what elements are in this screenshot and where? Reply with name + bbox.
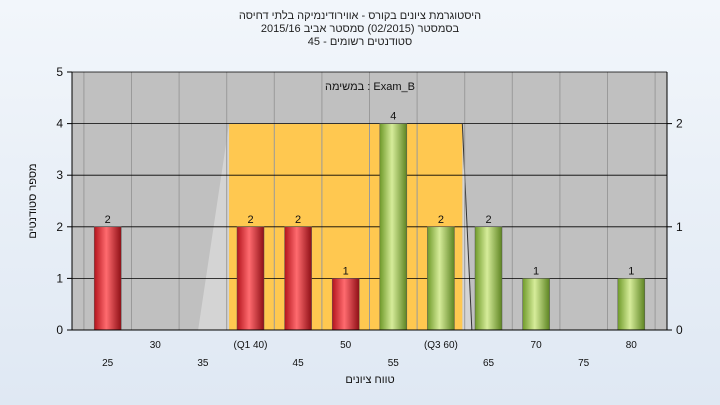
- x-tick-label: 45: [293, 358, 305, 369]
- bar: [379, 123, 408, 331]
- bar-value-label: 1: [533, 265, 539, 277]
- bar: [617, 278, 646, 331]
- bar: [93, 226, 122, 331]
- y2-tick-label: 2: [676, 117, 683, 131]
- y-tick-label: 4: [56, 117, 63, 131]
- chart-annotation: במשימה : Exam_B: [325, 81, 415, 93]
- bar-value-label: 2: [247, 214, 253, 226]
- bar-value-label: 2: [438, 214, 444, 226]
- chart-title-line2: בסמסטר (02/2015) סמסטר אביב 2015/16: [260, 23, 460, 35]
- bar-value-label: 1: [628, 265, 634, 277]
- bar-value-label: 2: [105, 214, 111, 226]
- chart-titles: היסטוגרמת ציונים בקורס - אווירודינמיקה ב…: [0, 10, 720, 49]
- x-tick-label: 25: [102, 358, 114, 369]
- x-tick-label: 50: [340, 340, 352, 351]
- y-tick-label: 2: [56, 220, 63, 234]
- bar: [236, 226, 265, 331]
- y2-tick-label: 0: [676, 323, 683, 337]
- bar: [284, 226, 312, 331]
- x-tick-label: 55: [388, 358, 400, 369]
- bar: [427, 226, 455, 331]
- x-tick-label: (Q3 60): [424, 340, 458, 351]
- y-tick-label: 5: [56, 65, 63, 79]
- x-tick-label: 70: [531, 340, 543, 351]
- y2-tick-label: 1: [676, 220, 683, 234]
- y-tick-label: 3: [56, 168, 63, 182]
- y-tick-label: 1: [56, 271, 63, 285]
- chart-title-line3: 45 - סטודנטים רשומים: [307, 36, 413, 48]
- y-axis-label: מספר סטודנטים: [27, 163, 39, 238]
- bar: [331, 278, 360, 331]
- bar-value-label: 1: [343, 265, 349, 277]
- y-tick-label: 0: [56, 323, 63, 337]
- x-tick-label: 30: [150, 340, 162, 351]
- chart-title-line1: היסטוגרמת ציונים בקורס - אווירודינמיקה ב…: [238, 10, 482, 22]
- bar-value-label: 2: [295, 214, 301, 226]
- x-axis-label: טווח ציונים: [345, 374, 394, 386]
- bar: [522, 278, 550, 331]
- x-tick-label: 80: [626, 340, 638, 351]
- bar-value-label: 4: [390, 111, 396, 123]
- x-tick-label: 35: [197, 358, 209, 369]
- x-tick-label: (Q1 40): [234, 340, 268, 351]
- bar: [474, 226, 503, 331]
- bar-value-label: 2: [485, 214, 491, 226]
- x-tick-label: 65: [483, 358, 495, 369]
- x-tick-label: 75: [578, 358, 590, 369]
